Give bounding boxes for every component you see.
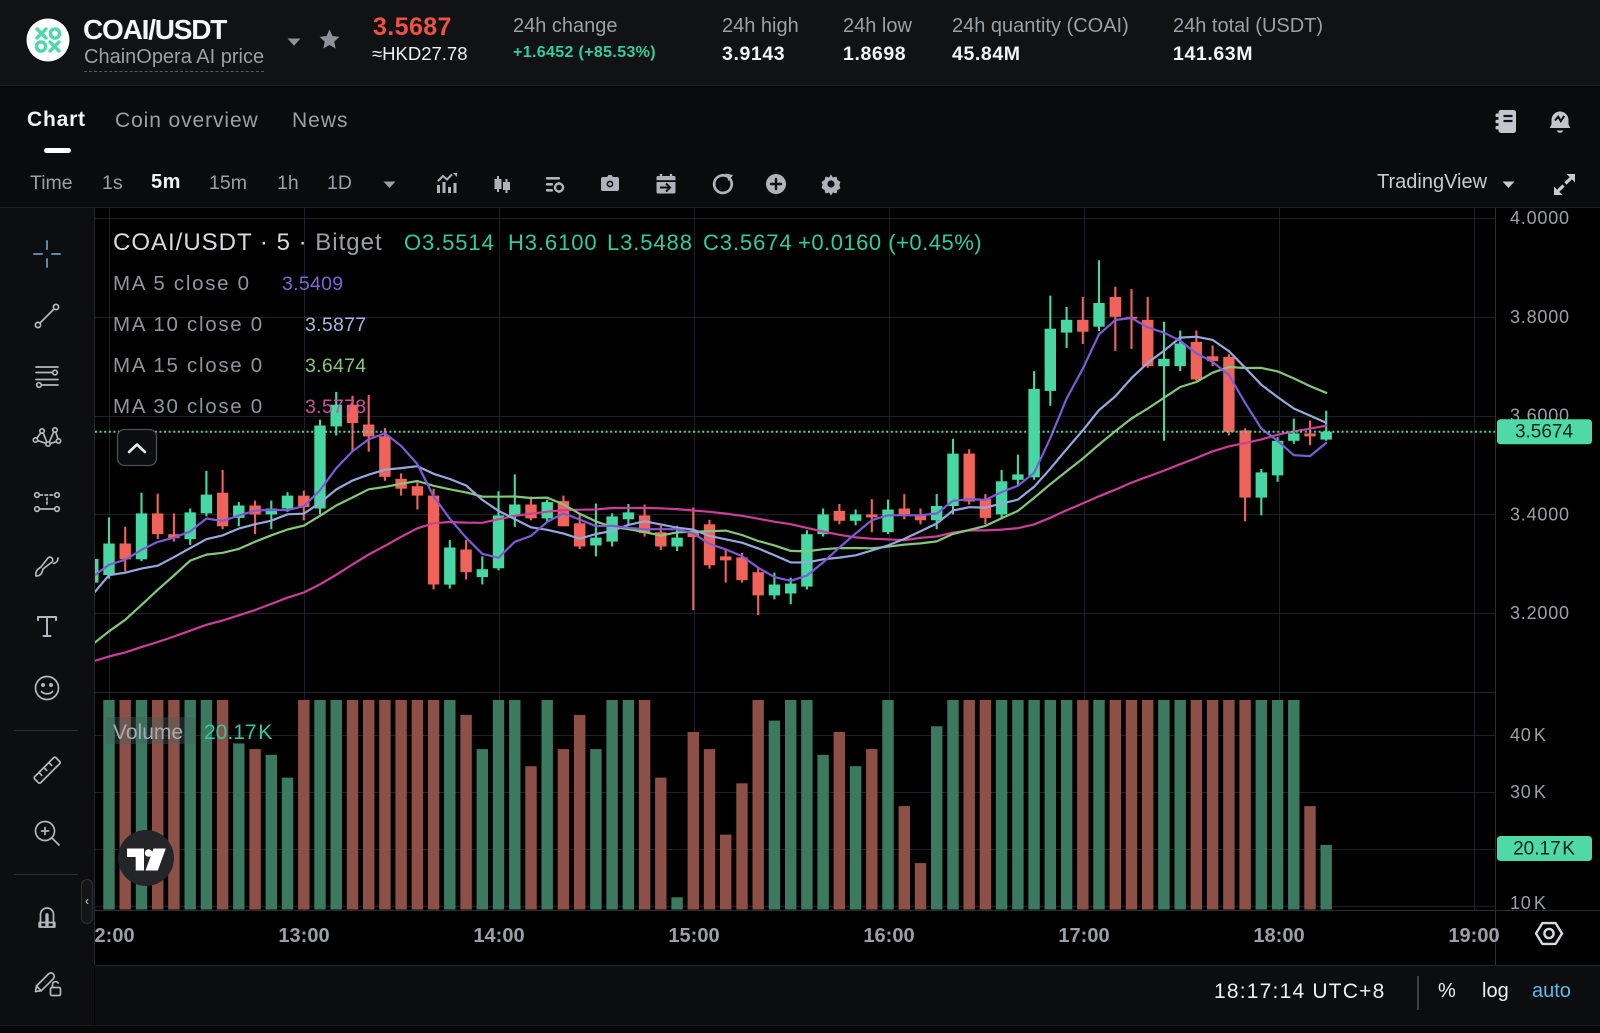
- svg-text:16:00: 16:00: [863, 925, 914, 947]
- svg-text:19:00: 19:00: [1448, 925, 1499, 947]
- svg-text:14:00: 14:00: [473, 925, 524, 947]
- svg-text:13:00: 13:00: [278, 925, 329, 947]
- svg-text:3.2000: 3.2000: [1510, 603, 1570, 623]
- svg-text:30 K: 30 K: [1510, 782, 1547, 802]
- svg-text:3.5674: 3.5674: [1515, 422, 1574, 443]
- svg-text:MA 15 close 0: MA 15 close 0: [113, 354, 264, 377]
- svg-text:H3.6100: H3.6100: [508, 230, 597, 255]
- svg-text:O3.5514: O3.5514: [404, 230, 495, 255]
- svg-text:18:00: 18:00: [1253, 925, 1304, 947]
- svg-text:MA 5 close 0: MA 5 close 0: [113, 272, 251, 295]
- svg-text:C3.5674: C3.5674: [703, 230, 792, 255]
- svg-text:17:00: 17:00: [1058, 925, 1109, 947]
- svg-text:3.6474: 3.6474: [305, 355, 366, 377]
- svg-text:L3.5488: L3.5488: [607, 230, 693, 255]
- svg-text:MA 10 close 0: MA 10 close 0: [113, 313, 264, 336]
- svg-text:Volume: Volume: [113, 721, 183, 744]
- svg-text:20.17 K: 20.17 K: [204, 721, 272, 744]
- svg-text:10 K: 10 K: [1510, 893, 1547, 913]
- svg-text:40 K: 40 K: [1510, 725, 1547, 745]
- svg-text:COAI/USDT · 5 · Bitget: COAI/USDT · 5 · Bitget: [113, 229, 383, 256]
- svg-text:MA 30 close 0: MA 30 close 0: [113, 395, 264, 418]
- svg-text:3.5409: 3.5409: [282, 273, 343, 295]
- svg-text:4.0000: 4.0000: [1510, 208, 1570, 228]
- svg-text:3.8000: 3.8000: [1510, 307, 1570, 327]
- svg-text:15:00: 15:00: [668, 925, 719, 947]
- svg-text:3.4000: 3.4000: [1510, 504, 1570, 524]
- svg-text:20.17 K: 20.17 K: [1513, 839, 1575, 860]
- svg-text:12:00: 12:00: [95, 925, 135, 947]
- svg-text:+0.0160 (+0.45%): +0.0160 (+0.45%): [798, 230, 982, 255]
- svg-text:3.5778: 3.5778: [305, 396, 366, 418]
- svg-text:3.5877: 3.5877: [305, 314, 366, 336]
